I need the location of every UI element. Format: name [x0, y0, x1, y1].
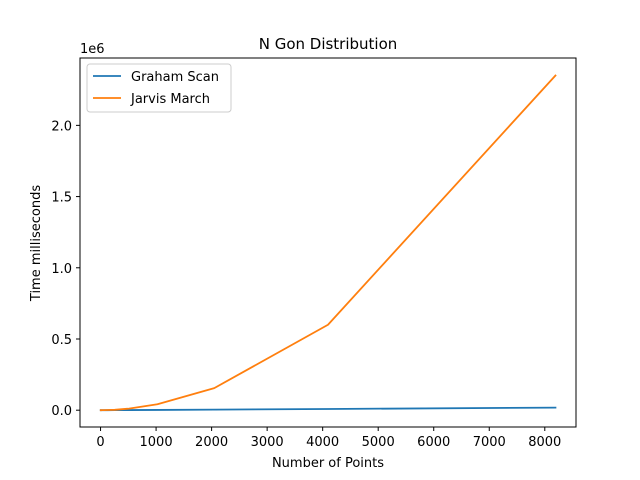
- legend-label-graham-scan: Graham Scan: [131, 70, 219, 85]
- y-tick-label: 0.5: [51, 333, 72, 348]
- series-group: [99, 74, 557, 412]
- x-tick-label: 8000: [528, 435, 561, 450]
- y-tick-label: 1.5: [51, 191, 72, 206]
- x-tick-label: 0: [96, 435, 104, 450]
- y-tick-label: 0.0: [51, 404, 72, 419]
- legend: Graham Scan Jarvis March: [86, 63, 232, 113]
- x-axis-title: Number of Points: [272, 456, 384, 471]
- x-tick-label: 7000: [473, 435, 506, 450]
- plot-area: 0 1000 2000 3000 4000 5000 6000 7000 8000 0.0 0.5 1…: [51, 57, 577, 450]
- x-tick-label: 5000: [362, 435, 395, 450]
- y-offset-label: 1e6: [80, 42, 105, 57]
- x-tick-label: 4000: [306, 435, 339, 450]
- chart-title: N Gon Distribution: [259, 35, 398, 53]
- x-tick-label: 2000: [195, 435, 228, 450]
- legend-label-jarvis-march: Jarvis March: [130, 92, 210, 107]
- x-tick-label: 3000: [251, 435, 284, 450]
- axes-frame: [79, 57, 577, 428]
- legend-box: [86, 63, 232, 113]
- x-tick-label: 1000: [140, 435, 173, 450]
- y-tick-label: 1.0: [51, 262, 72, 277]
- x-tick-label: 6000: [417, 435, 450, 450]
- y-tick-label: 2.0: [51, 119, 72, 134]
- series-line-jarvis-march: [99, 74, 557, 412]
- y-axis-title: Time milliseconds: [29, 185, 44, 302]
